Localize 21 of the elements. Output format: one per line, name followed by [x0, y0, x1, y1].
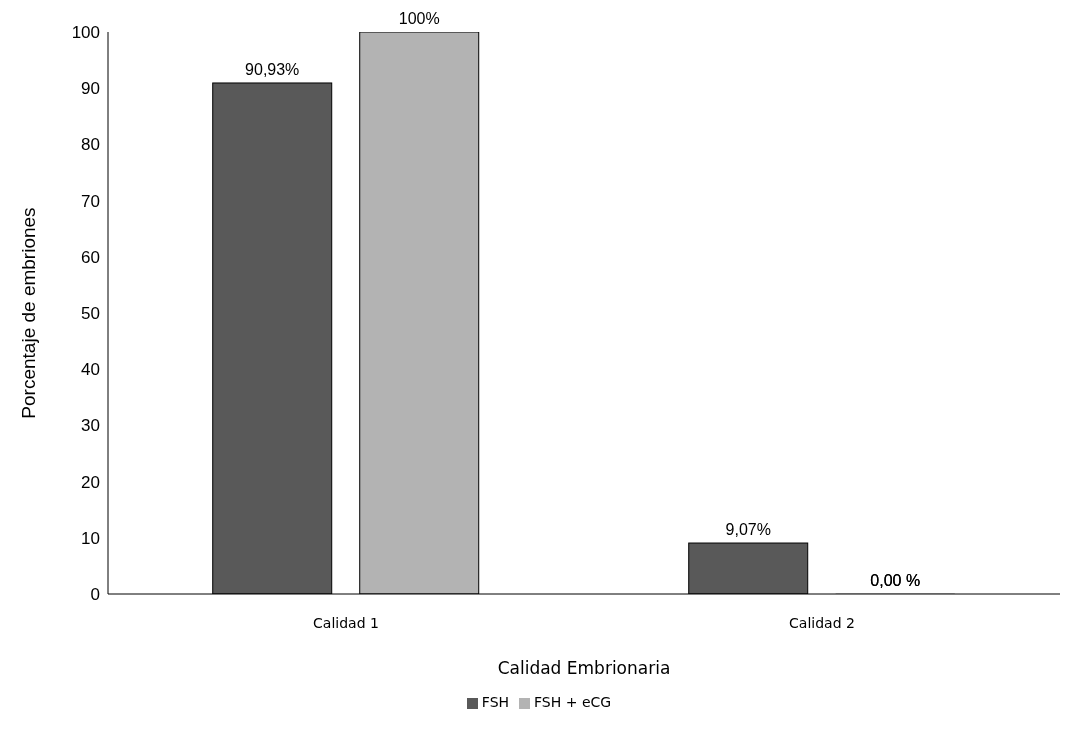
- data-label: 90,93%: [245, 60, 300, 78]
- y-tick-label: 40: [81, 360, 100, 380]
- y-tick-label: 50: [81, 304, 100, 324]
- y-tick-label: 100: [71, 23, 100, 43]
- y-tick-label: 90: [81, 79, 100, 99]
- y-tick-label: 30: [81, 416, 100, 436]
- x-axis-title: Calidad Embrionaria: [497, 658, 671, 678]
- data-label: 100%: [398, 10, 440, 27]
- y-axis-title: Porcentaje de embriones: [17, 207, 39, 419]
- y-tick-label: 10: [81, 528, 100, 548]
- y-tick-label: 60: [81, 247, 100, 267]
- x-tick-label: Calidad 1: [313, 614, 379, 631]
- y-tick-label: 20: [81, 472, 100, 492]
- y-tick-label: 80: [81, 135, 100, 155]
- data-label: 9,07%: [725, 521, 771, 539]
- y-tick-label: 70: [81, 191, 100, 211]
- legend-label: FSH + eCG: [534, 694, 612, 710]
- y-tick-label: 0: [90, 585, 100, 605]
- x-tick-label: Calidad 2: [789, 614, 855, 631]
- data-label: 0,00 %: [870, 572, 921, 589]
- legend-label: FSH: [481, 694, 510, 710]
